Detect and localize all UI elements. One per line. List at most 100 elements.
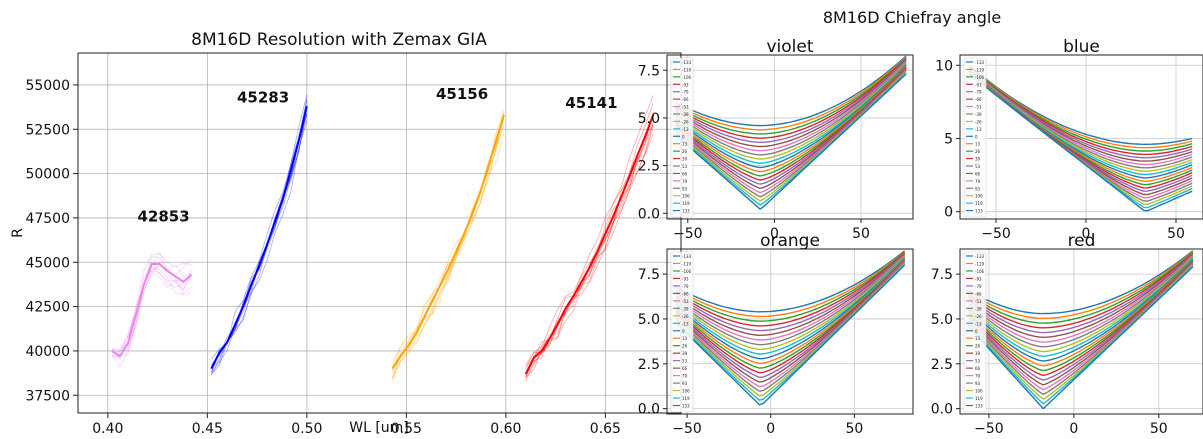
legend-label: 106 <box>975 389 983 394</box>
legend-label: -119 <box>682 261 692 266</box>
legend-label: 0 <box>682 329 685 334</box>
faint-trace-series-3 <box>525 95 654 378</box>
faint-trace-series-1 <box>211 113 308 365</box>
faint-trace-series-0 <box>111 269 192 357</box>
legend-label: -66 <box>682 291 689 296</box>
faint-trace-series-2 <box>392 111 505 372</box>
subplot-red: −50 0 50 0.0 2.5 5.0 7.5 red -133 -119 -106 -93 -79 -… <box>931 231 1203 437</box>
legend-label: 0 <box>975 134 978 139</box>
angle-curve <box>968 251 1194 320</box>
legend-label: -93 <box>975 82 982 87</box>
legend-label: 26 <box>682 149 688 154</box>
legend-label: -93 <box>682 276 689 281</box>
legend-label: 119 <box>682 396 690 401</box>
legend-label: 39 <box>975 157 981 162</box>
subplot-title: red <box>1068 231 1096 251</box>
angle-curve <box>675 64 907 169</box>
legend-label: -106 <box>975 75 985 80</box>
resolution-chart-xlabel: WL [um] <box>349 420 409 436</box>
mean-line-series-1 <box>210 105 308 370</box>
subplot-y-tick-label: 7.5 <box>931 267 953 283</box>
faint-trace-series-1 <box>211 94 308 360</box>
legend-label: 66 <box>975 171 981 176</box>
faint-trace-series-1 <box>210 105 308 372</box>
subplot-y-tick-label: 5 <box>944 131 953 147</box>
faint-trace-series-3 <box>525 102 654 367</box>
legend-label: 93 <box>682 186 688 191</box>
resolution-annotation: 45141 <box>565 94 617 112</box>
x-tick-label: 0.50 <box>291 421 322 437</box>
subplot-y-tick-label: 7.5 <box>638 63 660 79</box>
subplot-orange: −50 0 50 0.0 2.5 5.0 7.5 orange -133 -119 -106 -93 -… <box>638 231 914 437</box>
legend-label: -53 <box>682 299 689 304</box>
legend-label: 119 <box>682 201 690 206</box>
resolution-chart-frame <box>77 52 682 414</box>
angle-curve <box>968 65 1193 149</box>
legend-label: -39 <box>975 112 982 117</box>
subplot-legend <box>963 251 987 413</box>
angle-curve <box>674 256 906 351</box>
legend-label: -133 <box>682 60 692 65</box>
faint-trace-series-2 <box>392 117 505 368</box>
faint-trace-series-2 <box>392 114 505 367</box>
legend-label: 106 <box>682 389 690 394</box>
legend-label: 53 <box>682 164 688 169</box>
angle-curve <box>674 253 906 332</box>
subplot-x-tick-label: −50 <box>974 421 1004 437</box>
legend-label: -106 <box>975 269 985 274</box>
legend-label: 26 <box>975 344 981 349</box>
faint-trace-series-1 <box>211 113 308 368</box>
x-tick-label: 0.55 <box>391 421 422 437</box>
legend-label: 13 <box>682 336 688 341</box>
legend-label: 53 <box>975 359 981 364</box>
faint-trace-series-0 <box>111 261 192 361</box>
faint-trace-series-0 <box>111 261 192 368</box>
faint-trace-series-2 <box>392 126 505 380</box>
angle-curve <box>968 255 1194 343</box>
subplot-y-tick-label: 5.0 <box>638 312 660 328</box>
subplot-y-tick-label: 2.5 <box>638 357 660 373</box>
legend-label: -106 <box>682 269 692 274</box>
legend-label: -39 <box>682 306 689 311</box>
faint-trace-series-2 <box>392 132 505 377</box>
faint-trace-series-0 <box>111 253 192 353</box>
faint-trace-series-0 <box>111 256 192 354</box>
y-tick-label: 55000 <box>25 78 70 94</box>
legend-label: -79 <box>975 284 982 289</box>
faint-trace-series-2 <box>392 122 505 379</box>
legend-label: 26 <box>975 149 981 154</box>
legend-label: -53 <box>682 105 689 110</box>
subplot-x-tick-label: −50 <box>981 226 1011 242</box>
legend-label: -119 <box>682 67 692 72</box>
angle-curve <box>967 258 1194 362</box>
legend-label: 26 <box>682 344 688 349</box>
legend-label: 39 <box>682 157 688 162</box>
mean-line-series-2 <box>391 114 505 370</box>
angle-curve <box>674 258 906 369</box>
angle-curve <box>968 70 1193 189</box>
angle-curve <box>674 254 906 341</box>
angle-curve <box>968 65 1193 152</box>
legend-label: 133 <box>975 404 983 409</box>
subplot-frame <box>959 54 1203 220</box>
legend-label: -119 <box>975 261 985 266</box>
angle-curve <box>967 259 1194 367</box>
chiefray-subplots: −50 0 500.02.55.07.5violet-133-119-106-93-… <box>638 37 1203 437</box>
legend-label: -66 <box>975 97 982 102</box>
y-tick-label: 47500 <box>25 211 70 227</box>
legend-label: 0 <box>975 329 978 334</box>
legend-label: -93 <box>975 276 982 281</box>
subplot-x-tick-label: −50 <box>672 421 702 437</box>
angle-curve <box>968 253 1194 334</box>
legend-label: -26 <box>682 314 689 319</box>
angle-curve <box>675 56 907 131</box>
legend-label: 53 <box>975 164 981 169</box>
subplot-frame <box>959 248 1203 415</box>
legend-label: -133 <box>975 254 985 259</box>
subplot-title: blue <box>1063 37 1100 57</box>
resolution-chart-ticks: 0.40 0.45 0.50 0.55 0.60 0.65 37500 40000 42500 4… <box>25 78 621 437</box>
angle-curve <box>674 258 906 365</box>
subplot-y-tick-label: 2.5 <box>931 357 953 373</box>
resolution-annotation: 45156 <box>436 85 488 103</box>
legend-label: -39 <box>682 112 689 117</box>
